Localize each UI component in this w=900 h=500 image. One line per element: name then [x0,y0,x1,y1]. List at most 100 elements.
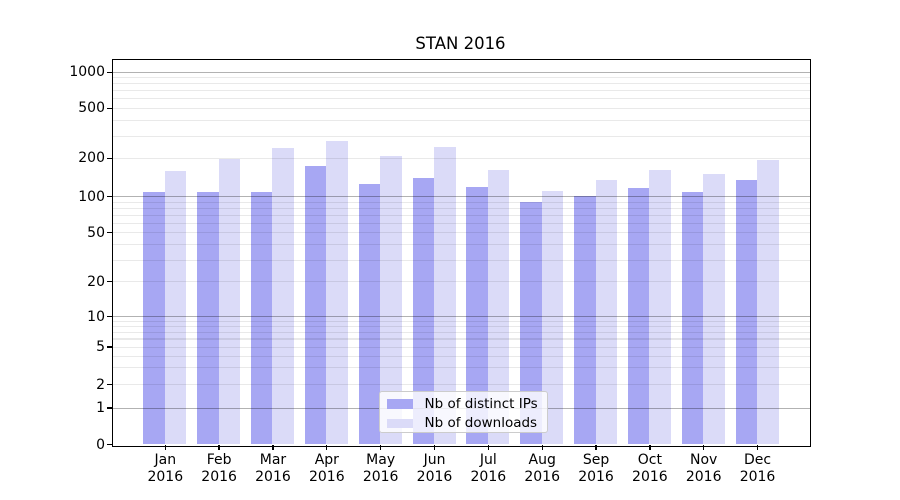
y-tick-label: 0 [96,436,105,453]
x-tick-year: 2016 [524,468,560,485]
x-tick-year: 2016 [632,468,668,485]
x-tick-label-jun: Jun 2016 [407,452,463,485]
bar-distinct-ips-sep [574,196,596,445]
x-tick-label-jan: Jan 2016 [137,452,193,485]
plot-area [112,58,811,447]
x-tick-month: Jan [154,452,177,468]
x-tick-year: 2016 [147,468,184,485]
x-tick-year: 2016 [308,468,345,485]
x-tick-mark [218,445,220,450]
x-tick-mark [272,445,274,450]
x-tick-month: Sep [582,452,610,468]
x-tick-month: Dec [743,452,772,468]
bar-distinct-ips-feb [197,192,219,445]
x-tick-label-sep: Sep 2016 [568,452,624,485]
bar-distinct-ips-may [358,184,381,445]
gridline-1000 [113,71,810,73]
chart-title: STAN 2016 [415,34,506,53]
gridline-200 [113,157,810,159]
bar-downloads-dec [757,159,779,445]
gridline-400 [113,119,810,122]
bar-downloads-nov [703,174,725,445]
bar-downloads-may [380,155,402,445]
x-tick-mark [433,445,436,450]
x-tick-month: Aug [528,452,556,468]
y-tick-mark [107,407,112,409]
bar-downloads-jul [487,170,510,445]
x-tick-label-oct: Oct 2016 [622,452,678,485]
x-tick-label-mar: Mar 2016 [245,452,301,485]
gridline-600 [113,98,810,100]
bar-distinct-ips-aug [520,202,542,445]
x-tick-mark [703,445,705,450]
y-tick-mark [107,346,112,348]
bar-downloads-jun [434,147,456,445]
x-tick-mark [649,445,651,450]
x-tick-mark [487,445,489,450]
x-tick-label-apr: Apr 2016 [299,452,355,485]
bar-downloads-aug [541,190,564,445]
x-tick-month: May [366,452,396,468]
legend-entry-downloads: Nb of downloads [387,414,547,434]
x-tick-mark [164,445,166,450]
gridline-900 [113,77,810,79]
x-tick-year: 2016 [578,468,614,485]
bar-downloads-sep [595,179,618,445]
bar-downloads-apr [326,141,348,445]
x-tick-year: 2016 [470,468,507,485]
y-tick-label: 2 [96,376,105,393]
bar-downloads-mar [272,148,294,445]
y-tick-mark [107,71,112,73]
legend: Nb of distinct IPs Nb of downloads [379,391,548,433]
x-tick-label-jul: Jul 2016 [460,452,516,485]
bar-downloads-feb [218,158,241,445]
legend-entry-distinct-ips: Nb of distinct IPs [387,394,547,414]
y-tick-label: 200 [78,150,105,167]
legend-swatch-downloads [387,418,413,428]
bar-distinct-ips-jul [466,187,488,445]
y-tick-mark [107,196,112,198]
y-tick-mark [107,443,112,446]
y-tick-label: 1000 [69,64,105,81]
x-tick-mark [541,445,543,450]
x-tick-label-nov: Nov 2016 [676,452,732,485]
y-tick-mark [107,107,112,109]
legend-label-downloads: Nb of downloads [424,415,538,432]
x-tick-month: Apr [314,452,339,468]
x-tick-month: Jun [423,452,446,468]
y-tick-mark [107,232,112,234]
x-tick-month: Feb [206,452,232,468]
x-tick-label-may: May 2016 [353,452,409,485]
legend-label-distinct-ips: Nb of distinct IPs [424,395,538,412]
y-tick-label: 10 [87,308,105,325]
y-tick-label: 100 [78,188,105,205]
gridline-500 [113,107,810,109]
x-tick-mark [595,445,597,450]
gridline-800 [113,83,810,85]
x-tick-year: 2016 [739,468,776,485]
x-tick-mark [380,445,382,450]
gridline-700 [113,90,810,92]
y-tick-mark [107,281,112,283]
y-tick-mark [107,315,112,318]
bar-distinct-ips-jan [143,191,165,445]
x-tick-mark [326,445,328,450]
y-tick-label: 50 [87,224,105,241]
y-tick-mark [107,157,112,159]
bar-distinct-ips-jun [412,177,434,445]
x-tick-label-dec: Dec 2016 [730,452,786,485]
y-tick-mark [107,383,112,386]
bar-distinct-ips-mar [250,192,273,445]
x-tick-year: 2016 [416,468,453,485]
x-tick-month: Jul [479,452,497,468]
bar-downloads-jan [164,170,187,445]
bar-distinct-ips-oct [627,187,650,445]
x-tick-month: Nov [690,452,718,468]
x-tick-year: 2016 [362,468,399,485]
x-tick-year: 2016 [255,468,291,485]
bar-distinct-ips-apr [304,166,327,445]
legend-swatch-distinct-ips [387,399,413,409]
bar-distinct-ips-nov [681,192,704,445]
bar-downloads-oct [649,169,671,445]
